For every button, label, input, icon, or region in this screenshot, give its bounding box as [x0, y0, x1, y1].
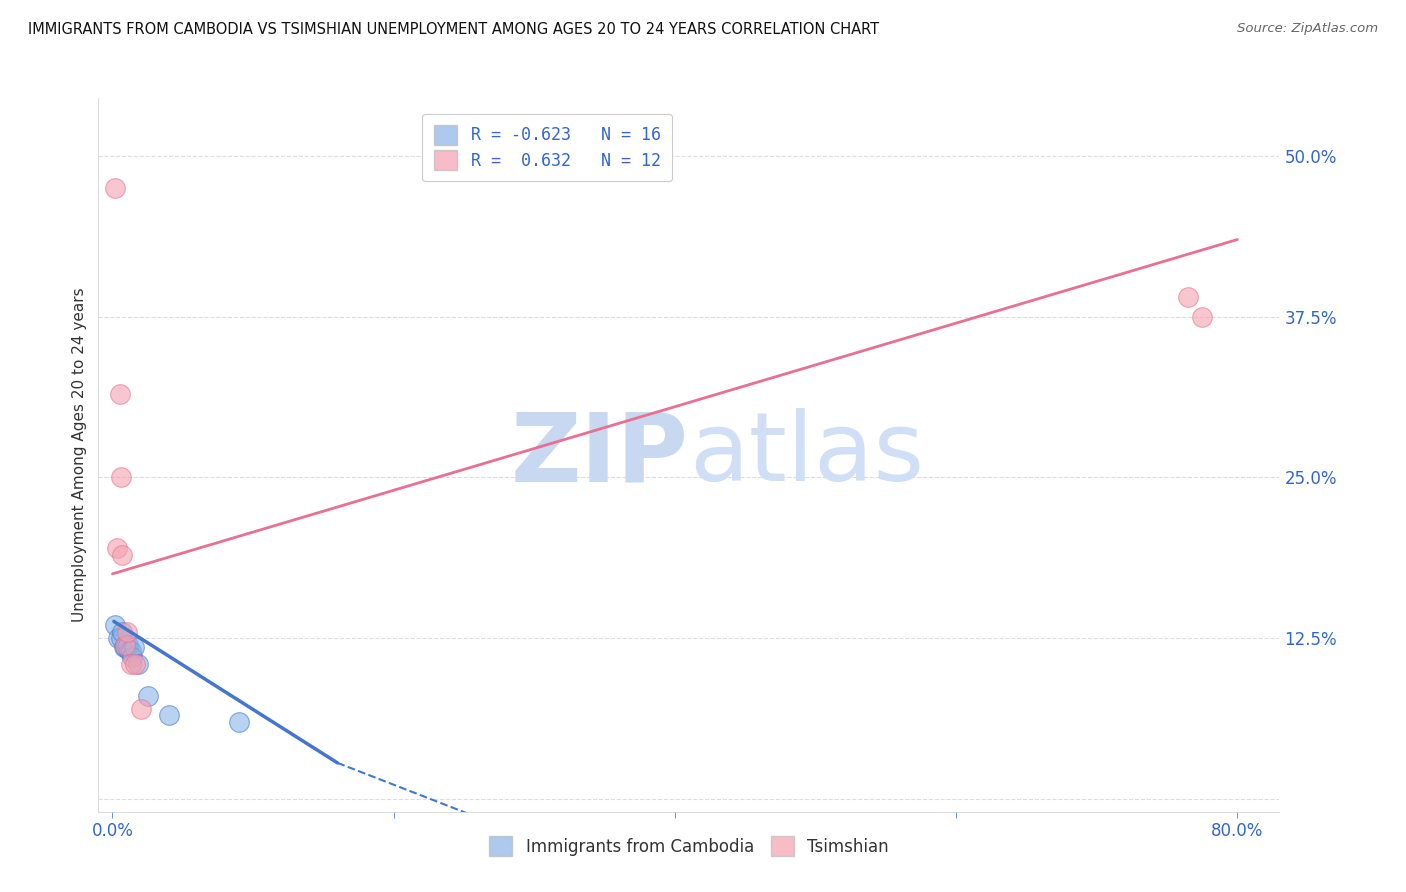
Point	[108, 387, 131, 401]
Point	[127, 657, 149, 671]
Point	[120, 644, 142, 658]
Point	[104, 181, 127, 195]
Text: Source: ZipAtlas.com: Source: ZipAtlas.com	[1237, 22, 1378, 36]
Text: IMMIGRANTS FROM CAMBODIA VS TSIMSHIAN UNEMPLOYMENT AMONG AGES 20 TO 24 YEARS COR: IMMIGRANTS FROM CAMBODIA VS TSIMSHIAN UN…	[28, 22, 879, 37]
Point	[114, 640, 136, 654]
Point	[120, 657, 142, 671]
Point	[111, 624, 134, 639]
Point	[114, 638, 136, 652]
Point	[111, 548, 134, 562]
Point	[112, 640, 135, 654]
Point	[124, 657, 146, 671]
Point	[136, 689, 159, 703]
Point	[110, 470, 132, 484]
Point	[228, 714, 250, 729]
Point	[104, 618, 127, 632]
Point	[117, 638, 139, 652]
Point	[157, 708, 180, 723]
Point	[110, 631, 132, 645]
Point	[1177, 290, 1199, 304]
Text: ZIP: ZIP	[510, 409, 689, 501]
Point	[105, 541, 128, 556]
Point	[121, 650, 143, 665]
Legend: Immigrants from Cambodia, Tsimshian: Immigrants from Cambodia, Tsimshian	[481, 828, 897, 864]
Y-axis label: Unemployment Among Ages 20 to 24 years: Unemployment Among Ages 20 to 24 years	[72, 287, 87, 623]
Point	[1191, 310, 1213, 324]
Point	[115, 624, 138, 639]
Point	[115, 640, 138, 654]
Point	[122, 640, 145, 654]
Point	[129, 702, 152, 716]
Text: atlas: atlas	[689, 409, 924, 501]
Point	[107, 631, 129, 645]
Point	[118, 644, 141, 658]
